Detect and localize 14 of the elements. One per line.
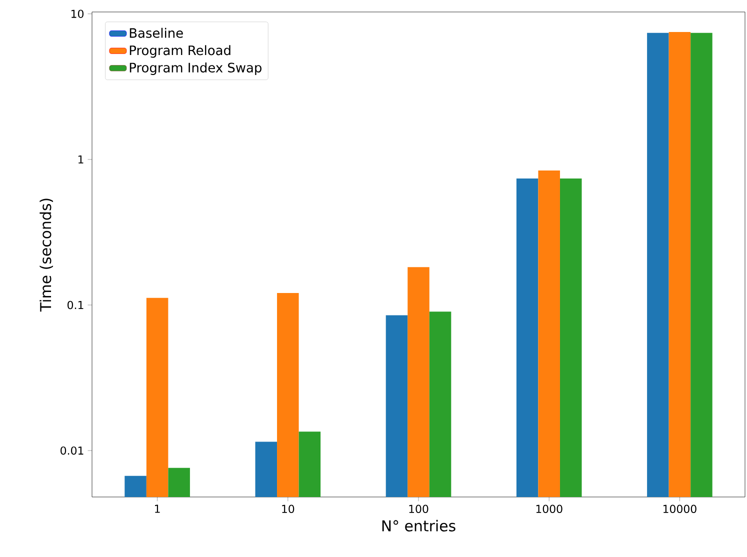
x-tick-label: 10000 [663,504,696,514]
x-tick-label: 10 [282,504,294,514]
legend-label: Baseline [130,28,183,38]
y-tick-label: 0.01 [60,446,84,455]
x-axis-title: N° entries [382,520,456,532]
y-axis-title: Time (seconds) [40,198,53,312]
legend-label: Program Reload [130,45,230,58]
x-tick-label: 1 [155,504,160,513]
legend-label: Program Index Swap [130,62,262,76]
x-tick-label: 1000 [536,504,562,514]
x-tick-label: 100 [409,504,428,514]
y-tick-label: 0.1 [68,300,84,310]
y-tick-label: 10 [71,10,84,18]
y-tick-label: 1 [78,155,84,164]
